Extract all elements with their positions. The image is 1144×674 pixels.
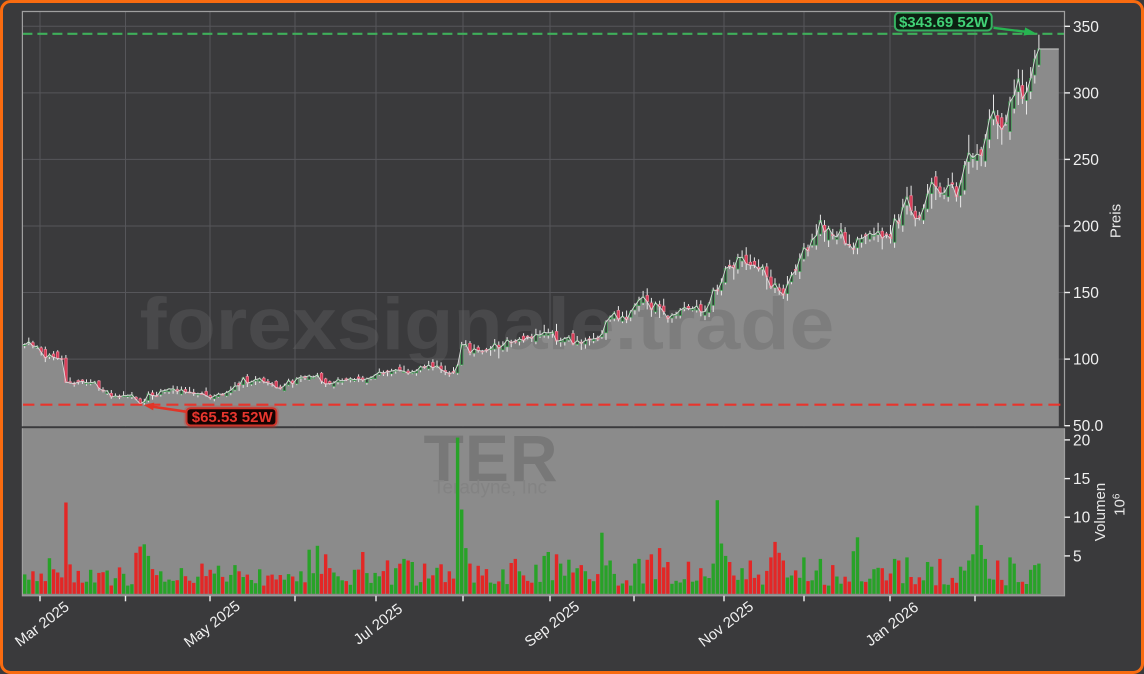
svg-text:5: 5 [1073,548,1082,565]
svg-text:10: 10 [1073,510,1091,527]
svg-text:50.0: 50.0 [1073,418,1104,435]
svg-text:TER: TER [424,421,559,495]
svg-text:Teradyne, Inc: Teradyne, Inc [433,478,547,499]
svg-text:Preis: Preis [1107,204,1124,238]
svg-text:100: 100 [1073,352,1099,369]
svg-text:200: 200 [1073,219,1099,236]
svg-text:350: 350 [1073,19,1099,36]
svg-text:250: 250 [1073,152,1099,169]
svg-text:15: 15 [1073,471,1090,488]
svg-text:Volumen: Volumen [1092,483,1109,541]
svg-text:$65.53 52W: $65.53 52W [192,409,274,426]
svg-text:150: 150 [1073,285,1099,302]
svg-text:300: 300 [1073,85,1099,102]
svg-text:20: 20 [1073,432,1091,449]
svg-text:forexsignale.trade: forexsignale.trade [140,284,835,366]
svg-text:$343.69 52W: $343.69 52W [899,14,989,31]
